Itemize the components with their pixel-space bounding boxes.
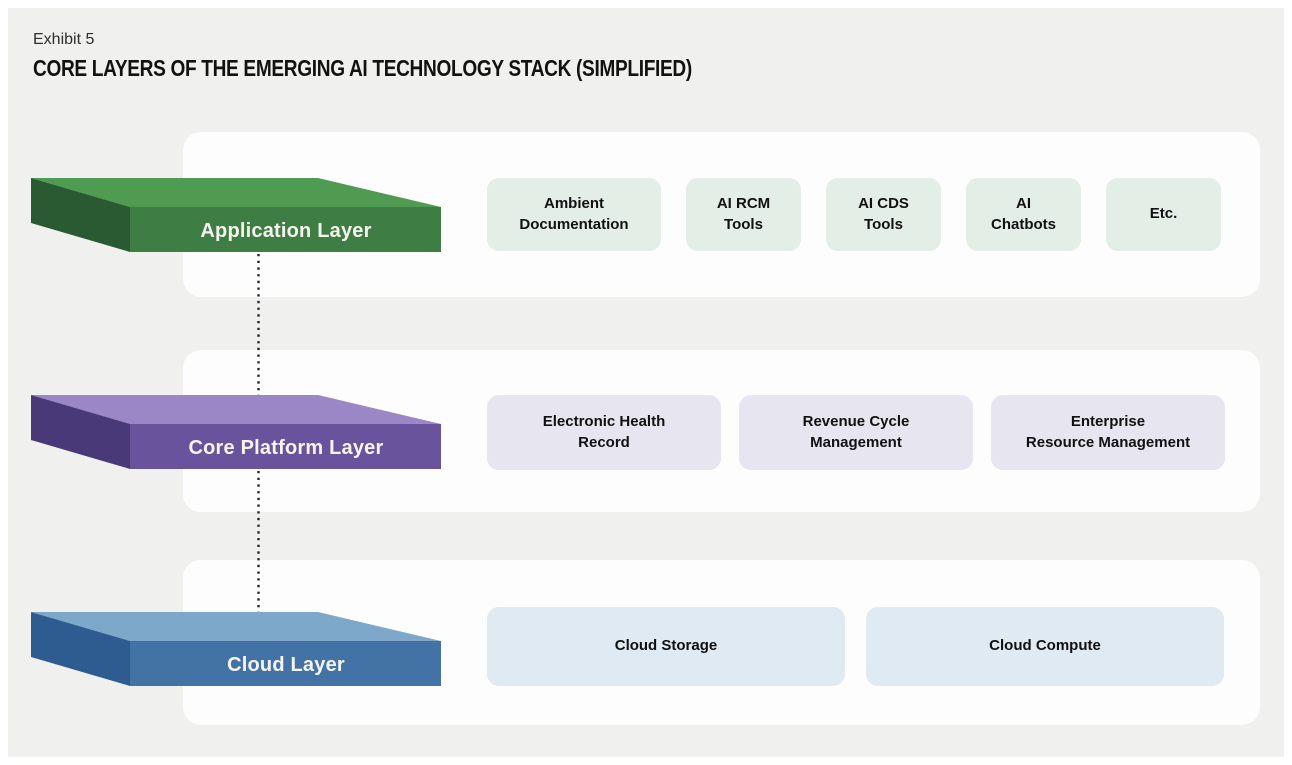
chip-ai-rcm-tools: AI RCM Tools (686, 178, 801, 251)
core-platform-layer-panel: Electronic Health Record Revenue Cycle M… (183, 350, 1260, 512)
chip-enterprise-resource-management: Enterprise Resource Management (991, 395, 1225, 470)
chip-electronic-health-record: Electronic Health Record (487, 395, 721, 470)
chip-revenue-cycle-management: Revenue Cycle Management (739, 395, 973, 470)
cloud-layer-panel: Cloud Storage Cloud Compute (183, 560, 1260, 725)
chip-cloud-storage: Cloud Storage (487, 607, 845, 686)
figure-background: Exhibit 5 CORE LAYERS OF THE EMERGING AI… (8, 8, 1284, 757)
platform-chip-row: Electronic Health Record Revenue Cycle M… (487, 395, 1225, 470)
exhibit-label: Exhibit 5 (33, 31, 95, 48)
chip-ambient-documentation: Ambient Documentation (487, 178, 661, 251)
application-chip-row: Ambient Documentation AI RCM Tools AI CD… (487, 178, 1221, 251)
chip-cloud-compute: Cloud Compute (866, 607, 1224, 686)
page-title: CORE LAYERS OF THE EMERGING AI TECHNOLOG… (33, 55, 692, 81)
chip-etc: Etc. (1106, 178, 1221, 251)
application-layer-panel: Ambient Documentation AI RCM Tools AI CD… (183, 132, 1260, 297)
chip-ai-cds-tools: AI CDS Tools (826, 178, 941, 251)
chip-ai-chatbots: AI Chatbots (966, 178, 1081, 251)
cloud-chip-row: Cloud Storage Cloud Compute (487, 607, 1224, 686)
